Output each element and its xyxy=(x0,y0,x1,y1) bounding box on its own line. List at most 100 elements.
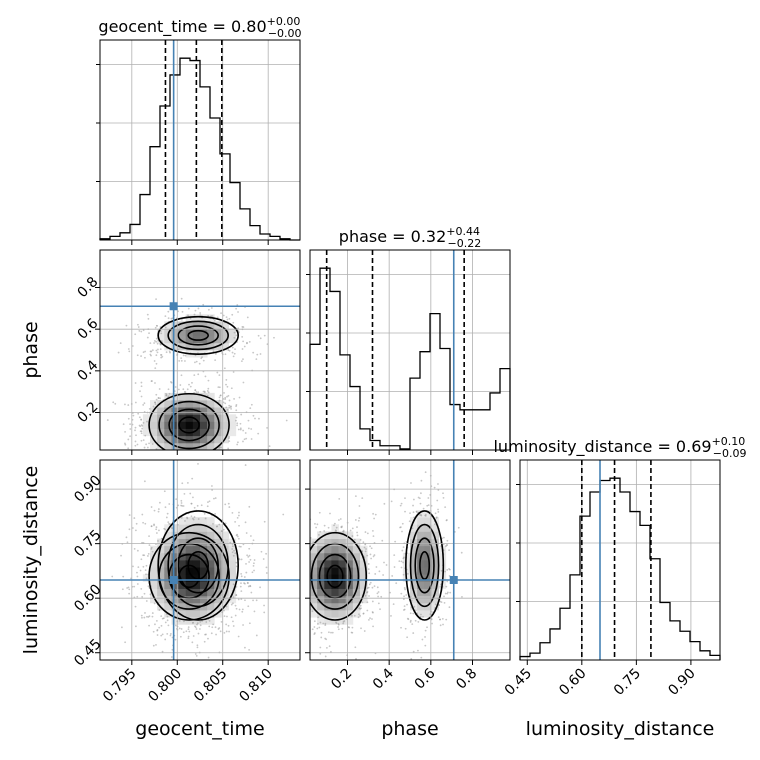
sample-point xyxy=(148,615,151,618)
sample-point xyxy=(253,569,255,572)
contour-0-3 xyxy=(157,315,239,355)
sample-point xyxy=(290,599,292,601)
sample-point xyxy=(220,620,223,623)
density-cell xyxy=(192,567,201,575)
sample-point xyxy=(351,527,354,530)
sample-point xyxy=(437,616,440,619)
sample-point xyxy=(317,616,320,619)
sample-point xyxy=(126,587,129,589)
density-cell xyxy=(417,538,425,547)
sample-point xyxy=(154,401,156,404)
sample-point xyxy=(191,465,193,467)
sample-point xyxy=(226,318,229,321)
density-cell xyxy=(207,552,215,561)
density-cell xyxy=(200,428,208,437)
density-cell xyxy=(228,428,237,437)
sample-point xyxy=(155,354,158,357)
sample-point xyxy=(296,619,298,621)
sample-point xyxy=(252,351,255,354)
sample-point xyxy=(418,497,421,500)
density-cell xyxy=(207,442,215,450)
sample-point xyxy=(228,399,231,402)
sample-point xyxy=(147,317,150,320)
sample-point xyxy=(362,612,365,615)
sample-point xyxy=(255,599,258,602)
x-tick-label-geocent_time-1: 0.800 xyxy=(145,666,185,706)
sample-point xyxy=(297,551,299,553)
sample-point xyxy=(335,622,338,625)
sample-point xyxy=(342,620,345,623)
sample-point xyxy=(133,547,136,550)
sample-point xyxy=(215,525,218,528)
sample-point xyxy=(313,620,316,623)
density-cell xyxy=(207,531,215,539)
sample-point xyxy=(175,455,177,457)
sample-point xyxy=(136,549,139,552)
density-cell xyxy=(200,567,208,575)
sample-point xyxy=(191,517,194,520)
density-cell xyxy=(192,342,201,351)
sample-point xyxy=(402,598,405,600)
density-cell xyxy=(200,407,208,415)
density-cell xyxy=(150,595,158,604)
density-cell xyxy=(207,400,215,408)
sample-point xyxy=(372,535,375,538)
density-cell xyxy=(192,421,201,429)
sample-point xyxy=(136,354,139,357)
sample-point xyxy=(311,610,314,613)
sample-point xyxy=(295,616,297,618)
sample-point xyxy=(442,623,444,626)
sample-point xyxy=(179,384,182,386)
sample-point xyxy=(217,386,220,389)
sample-point xyxy=(141,427,144,430)
sample-point xyxy=(403,605,406,607)
sample-point xyxy=(167,388,170,391)
sample-point xyxy=(374,513,377,516)
sample-point xyxy=(248,505,251,508)
sample-point xyxy=(191,641,194,644)
sample-point xyxy=(302,596,304,598)
sample-point xyxy=(155,324,158,327)
sample-point xyxy=(409,595,412,598)
sample-point xyxy=(119,342,122,345)
sample-point xyxy=(192,496,194,499)
density-cell xyxy=(221,335,229,344)
density-cell xyxy=(310,581,318,589)
density-cell xyxy=(150,428,158,437)
sample-point xyxy=(412,632,415,634)
sample-point xyxy=(236,443,239,446)
density-cell xyxy=(192,321,201,329)
density-cell xyxy=(185,314,194,322)
sample-point xyxy=(235,334,238,337)
sample-point xyxy=(327,631,330,634)
sample-point xyxy=(154,623,156,626)
sample-point xyxy=(294,570,296,572)
sample-point xyxy=(383,502,386,505)
density-cell xyxy=(185,442,194,450)
sample-point xyxy=(316,627,319,630)
sample-point xyxy=(216,371,219,374)
density-cell xyxy=(417,517,425,525)
density-cell xyxy=(431,567,439,575)
density-cell xyxy=(178,442,187,450)
sample-point xyxy=(134,382,137,384)
density-cell xyxy=(157,595,165,604)
sample-point xyxy=(244,521,247,524)
sample-point xyxy=(262,558,265,560)
sample-point xyxy=(223,631,226,634)
sample-point xyxy=(438,618,441,621)
density-cell xyxy=(228,538,237,547)
sample-point xyxy=(163,490,166,493)
sample-point xyxy=(242,381,245,384)
sample-point xyxy=(288,565,290,567)
sample-point xyxy=(420,513,422,516)
density-cell xyxy=(345,617,354,625)
sample-point xyxy=(137,412,140,415)
sample-point xyxy=(302,625,304,627)
density-cell xyxy=(192,581,201,589)
sample-point xyxy=(168,522,170,525)
sample-point xyxy=(248,554,251,557)
sample-point xyxy=(231,545,234,548)
sample-point xyxy=(235,404,238,406)
sample-point xyxy=(150,506,153,508)
